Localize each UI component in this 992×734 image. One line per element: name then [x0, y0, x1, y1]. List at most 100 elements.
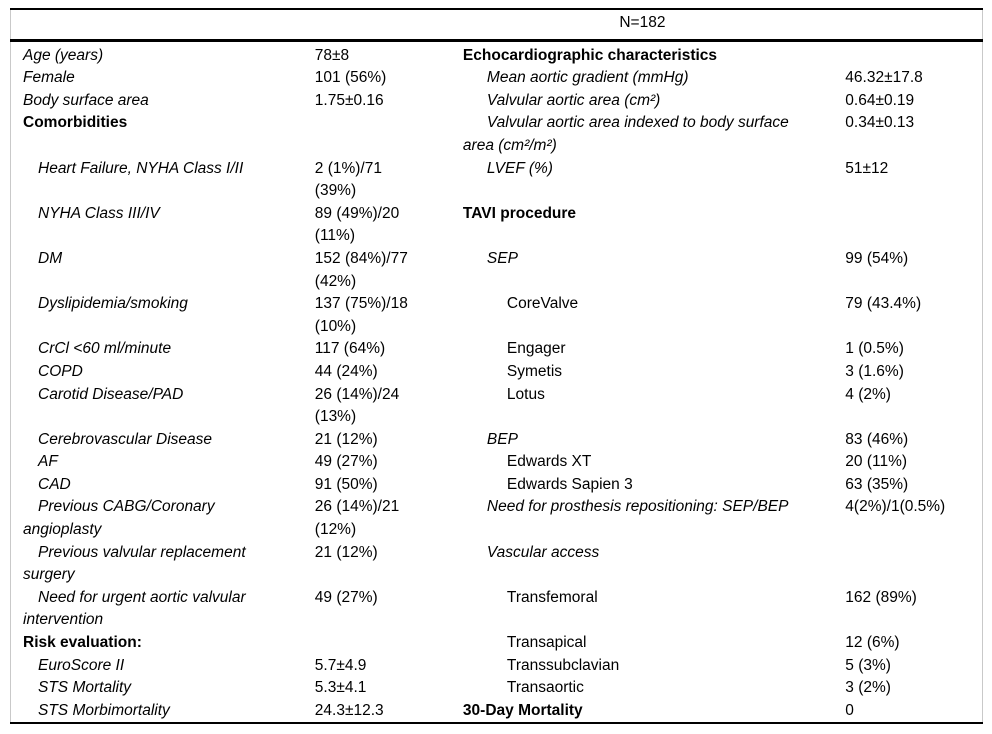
- right-label: BEP: [486, 430, 518, 448]
- right-value: 1 (0.5%): [845, 340, 904, 358]
- right-value: 79 (43.4%): [845, 295, 922, 313]
- table-row: Body surface area 1.75±0.16 Valvular aor…: [11, 90, 983, 113]
- left-label: Body surface area: [23, 91, 149, 109]
- right-value: 4 (2%): [845, 385, 891, 403]
- left-label: Female: [23, 69, 75, 87]
- right-label: Transapical: [506, 634, 587, 652]
- left-value: 49 (27%): [314, 588, 378, 606]
- right-value: 99 (54%): [845, 249, 909, 267]
- right-value: 46.32±17.8: [845, 69, 923, 87]
- left-value: 21 (12%): [314, 543, 378, 561]
- left-label: STS Morbimortality: [38, 701, 170, 719]
- table-row: CrCl <60 ml/minute 117 (64%) Engager 1 (…: [11, 338, 983, 361]
- table-row: Previous valvular replacement surgery 21…: [11, 542, 983, 587]
- table-row: EuroScore II 5.7±4.9 Transsubclavian 5 (…: [11, 655, 983, 678]
- left-label: Heart Failure, NYHA Class I/II: [38, 159, 244, 177]
- right-label: SEP: [486, 249, 518, 267]
- right-value: 3 (2%): [845, 679, 891, 697]
- right-value: 0.64±0.19: [845, 91, 915, 109]
- right-label: Mean aortic gradient (mmHg): [486, 69, 689, 87]
- header-spacer-cell: [10, 9, 303, 42]
- table-row: DM 152 (84%)/77 (42%) SEP 99 (54%): [11, 248, 983, 293]
- table-row: Cerebrovascular Disease 21 (12%) BEP 83 …: [11, 429, 983, 452]
- left-value: 89 (49%)/20 (11%): [314, 204, 400, 245]
- table-row: Age (years) 78±8 Echocardiographic chara…: [11, 40, 983, 67]
- left-label: Previous CABG/Coronary angioplasty: [23, 498, 215, 539]
- left-value: 101 (56%): [314, 69, 387, 87]
- right-value: 20 (11%): [845, 453, 908, 471]
- table-row: COPD 44 (24%) Symetis 3 (1.6%): [11, 361, 983, 384]
- table-row: STS Morbimortality 24.3±12.3 30-Day Mort…: [11, 700, 983, 724]
- right-label: Symetis: [506, 362, 563, 380]
- left-label: Risk evaluation:: [23, 634, 142, 652]
- right-label: Engager: [506, 340, 566, 358]
- right-label: Transfemoral: [506, 588, 598, 606]
- header-n-cell: N=182: [302, 9, 983, 42]
- right-value: 83 (46%): [845, 430, 909, 448]
- left-value: [303, 632, 451, 655]
- left-label: Need for urgent aortic valvular interven…: [23, 588, 246, 629]
- left-label: STS Mortality: [38, 679, 132, 697]
- left-label: Comorbidities: [23, 114, 128, 132]
- right-label: Valvular aortic area indexed to body sur…: [462, 114, 789, 154]
- left-value: 26 (14%)/21 (12%): [314, 498, 400, 539]
- left-value: 49 (27%): [314, 453, 378, 471]
- left-label: NYHA Class III/IV: [38, 204, 160, 222]
- left-label: Cerebrovascular Disease: [38, 430, 213, 448]
- right-value: 63 (35%): [845, 475, 909, 493]
- left-label: Age (years): [23, 46, 104, 64]
- patient-characteristics-table: N=182 Age (years) 78±8 Echocardiographic…: [10, 8, 983, 725]
- left-label: CrCl <60 ml/minute: [38, 340, 172, 358]
- right-value: 0: [845, 701, 854, 719]
- left-value: 24.3±12.3: [314, 701, 384, 719]
- right-value: 162 (89%): [845, 588, 917, 606]
- right-value: 51±12: [845, 159, 889, 177]
- table-header-row: N=182: [10, 9, 983, 42]
- table-row: CAD 91 (50%) Edwards Sapien 3 63 (35%): [11, 474, 983, 497]
- left-value: 137 (75%)/18 (10%): [314, 295, 408, 335]
- left-label: DM: [38, 249, 63, 267]
- right-value: [833, 203, 982, 248]
- left-value: 5.3±4.1: [314, 679, 367, 697]
- right-label: Echocardiographic characteristics: [462, 46, 718, 64]
- right-label: TAVI procedure: [462, 204, 577, 222]
- table-row: Female 101 (56%) Mean aortic gradient (m…: [11, 67, 983, 90]
- right-value: 12 (6%): [845, 634, 900, 652]
- left-value: 21 (12%): [314, 430, 378, 448]
- right-label: LVEF (%): [486, 159, 553, 177]
- left-value: 44 (24%): [314, 362, 378, 380]
- left-label: Previous valvular replacement surgery: [23, 543, 246, 584]
- right-label: Transaortic: [506, 679, 584, 697]
- table-row: AF 49 (27%) Edwards XT 20 (11%): [11, 451, 983, 474]
- table-row: Risk evaluation: Transapical 12 (6%): [11, 632, 983, 655]
- right-label: Lotus: [506, 385, 545, 403]
- left-value: 152 (84%)/77 (42%): [314, 249, 408, 290]
- left-label: CAD: [38, 475, 71, 493]
- right-label: Edwards Sapien 3: [506, 475, 633, 493]
- left-value: 78±8: [314, 46, 350, 64]
- right-value: [833, 40, 982, 67]
- right-label: 30-Day Mortality: [462, 701, 583, 719]
- right-label: Vascular access: [486, 543, 600, 561]
- table-row: Heart Failure, NYHA Class I/II 2 (1%)/71…: [11, 158, 983, 203]
- table-row: Need for urgent aortic valvular interven…: [11, 587, 983, 632]
- right-value: 3 (1.6%): [845, 362, 904, 380]
- right-value: 5 (3%): [845, 656, 891, 674]
- right-label: Edwards XT: [506, 453, 592, 471]
- right-label: Transsubclavian: [506, 656, 620, 674]
- table-row: Previous CABG/Coronary angioplasty 26 (1…: [11, 496, 983, 541]
- left-label: AF: [38, 453, 58, 471]
- left-value: 5.7±4.9: [314, 656, 367, 674]
- left-label: COPD: [38, 362, 83, 380]
- right-value: 4(2%)/1(0.5%): [845, 498, 946, 516]
- table-row: NYHA Class III/IV 89 (49%)/20 (11%) TAVI…: [11, 203, 983, 248]
- left-value: 26 (14%)/24 (13%): [314, 385, 400, 426]
- right-label: Valvular aortic area (cm²): [486, 91, 661, 109]
- table-row: Carotid Disease/PAD 26 (14%)/24 (13%) Lo…: [11, 384, 983, 429]
- right-label: Need for prosthesis repositioning: SEP/B…: [486, 498, 789, 516]
- table-row: Dyslipidemia/smoking 137 (75%)/18 (10%) …: [11, 293, 983, 338]
- left-value: 1.75±0.16: [314, 91, 384, 109]
- right-label: CoreValve: [506, 295, 579, 313]
- left-value: 2 (1%)/71 (39%): [314, 159, 382, 200]
